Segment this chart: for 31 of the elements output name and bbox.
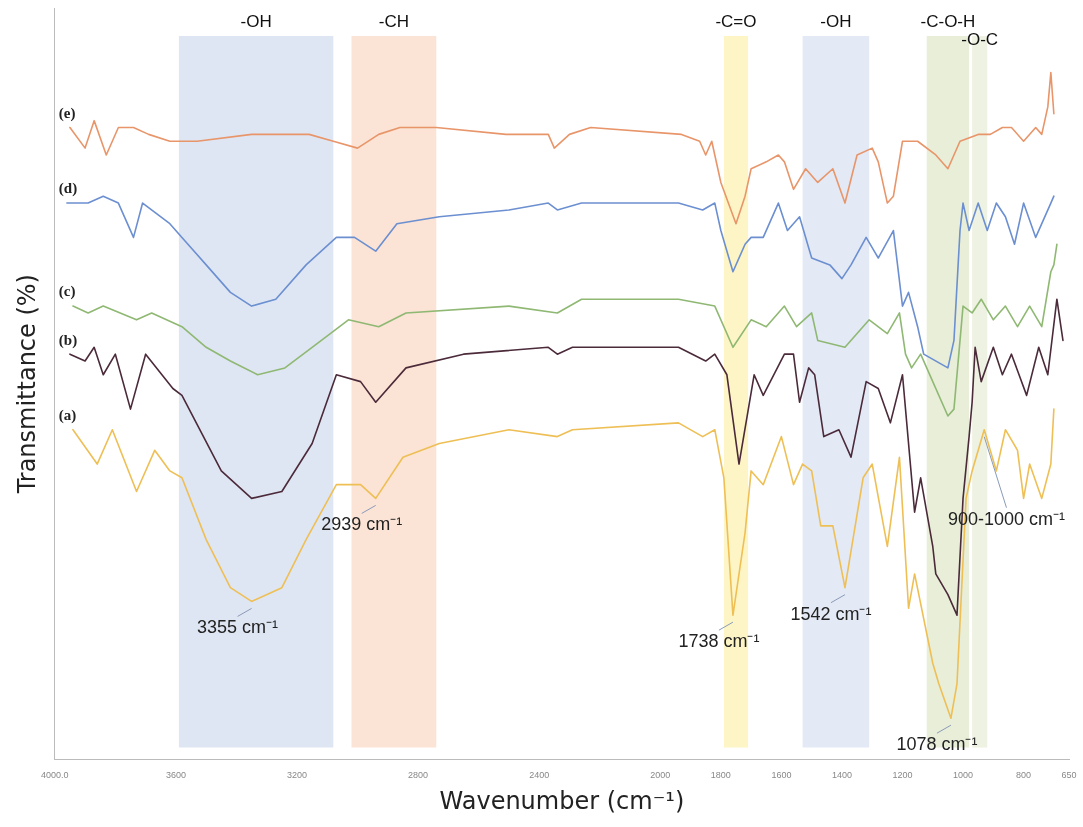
annotation: 2939 cm⁻¹ [321, 514, 403, 535]
series-label: (c) [58, 283, 76, 301]
band-label: -OH [240, 12, 272, 32]
x-tick-label: 650 [1061, 770, 1077, 781]
x-tick-label: 1000 [953, 770, 974, 781]
x-tick-label: 3200 [286, 770, 308, 781]
annotation: 1542 cm⁻¹ [790, 603, 872, 624]
y-axis-title: Transmittance (%) [12, 274, 41, 495]
band-label: -CH [378, 12, 409, 32]
x-tick-label: 2400 [529, 770, 550, 781]
x-tick-label: 1200 [892, 770, 913, 781]
x-tick-label: 1600 [771, 770, 792, 781]
annotation: 3355 cm⁻¹ [197, 617, 279, 638]
band-label: -C=O [715, 12, 757, 32]
x-tick-label: 800 [1016, 770, 1032, 781]
x-tick-label: 3600 [165, 770, 186, 781]
band-label: -C-O-H [920, 12, 976, 32]
series-label: (d) [58, 180, 78, 198]
x-tick-label: 4000.0 [41, 770, 69, 781]
band-label: -O-C [961, 30, 999, 50]
annotation: 1078 cm⁻¹ [896, 734, 978, 755]
x-tick-label: 1400 [831, 770, 852, 781]
annotation: 1738 cm⁻¹ [678, 631, 760, 652]
series-label: (e) [58, 104, 76, 122]
band-label: -OH [820, 12, 852, 32]
x-tick-label: 1800 [710, 770, 731, 781]
series-label: (b) [58, 331, 78, 349]
x-tick-label: 2800 [408, 770, 429, 781]
x-axis-title: Wavenumber (cm⁻¹) [439, 786, 685, 815]
series-label: (a) [58, 407, 77, 425]
x-tick-label: 2000 [650, 770, 671, 781]
